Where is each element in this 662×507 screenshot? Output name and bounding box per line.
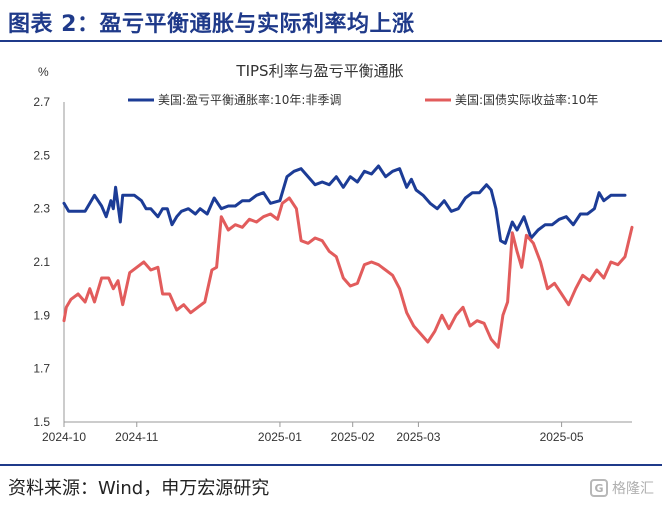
series-line-breakeven-inflation: [62, 164, 627, 245]
x-tick-label: 2024-11: [115, 430, 158, 444]
y-tick-label: 2.3: [33, 202, 50, 216]
footer-divider: [0, 464, 662, 466]
x-tick-label: 2025-05: [540, 430, 584, 444]
series-line-real-yield: [62, 196, 634, 349]
axes: 1.5 1.7 1.9 2.1 2.3 2.5 2.7 2024-10 2024-11 2025-…: [33, 95, 632, 444]
watermark-logo-icon: G: [590, 479, 608, 497]
legend-label: 美国:国债实际收益率:10年: [455, 92, 598, 107]
x-tick-label: 2025-01: [258, 430, 302, 444]
chart-title: TIPS利率与盈亏平衡通胀: [235, 62, 403, 80]
x-tick-label: 2025-03: [396, 430, 440, 444]
legend-label: 美国:盈亏平衡通胀率:10年:非季调: [158, 92, 341, 107]
watermark: G 格隆汇: [590, 478, 654, 498]
x-tick-label: 2025-02: [331, 430, 375, 444]
y-tick-label: 2.5: [33, 148, 50, 162]
legend: 美国:盈亏平衡通胀率:10年:非季调 美国:国债实际收益率:10年: [128, 92, 598, 107]
y-tick-label: 2.1: [33, 255, 50, 269]
y-tick-label: 1.5: [33, 415, 50, 429]
y-tick-label: 1.9: [33, 308, 50, 322]
y-tick-label: 1.7: [33, 362, 50, 376]
figure-title: 图表 2：盈亏平衡通胀与实际利率均上涨: [8, 12, 415, 37]
y-tick-label: 2.7: [33, 95, 50, 109]
x-tick-label: 2024-10: [42, 430, 86, 444]
watermark-text: 格隆汇: [612, 481, 654, 497]
y-axis-unit-label: %: [38, 65, 49, 79]
series-group: [62, 164, 634, 349]
title-divider: [0, 40, 662, 42]
source-note: 资料来源：Wind，申万宏源研究: [8, 478, 270, 499]
